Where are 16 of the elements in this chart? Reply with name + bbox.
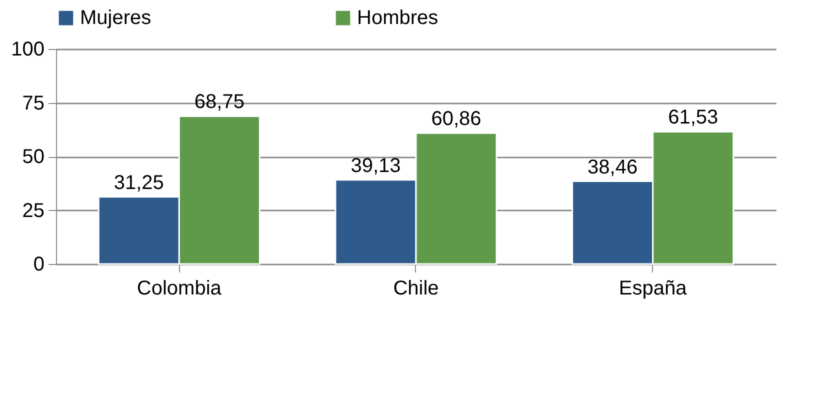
x-tick-label: Chile bbox=[393, 278, 439, 300]
y-tick-label: 75 bbox=[22, 92, 44, 114]
data-label: 68,75 bbox=[194, 91, 244, 114]
data-label: 61,53 bbox=[668, 106, 718, 129]
x-tick-label: España bbox=[618, 278, 688, 300]
legend-label: Mujeres bbox=[80, 7, 152, 30]
y-tick-label: 50 bbox=[22, 146, 44, 168]
y-tick-label: 100 bbox=[11, 38, 44, 60]
data-label: 31,25 bbox=[114, 172, 164, 194]
x-tick-label: Colombia bbox=[136, 278, 222, 300]
data-label: 60,86 bbox=[431, 108, 482, 130]
data-label: 38,46 bbox=[588, 156, 638, 178]
data-label: 39,13 bbox=[350, 154, 401, 177]
y-tick-label: 25 bbox=[22, 200, 44, 222]
legend-label: Hombres bbox=[357, 7, 438, 30]
y-tick-label: 0 bbox=[33, 254, 44, 276]
